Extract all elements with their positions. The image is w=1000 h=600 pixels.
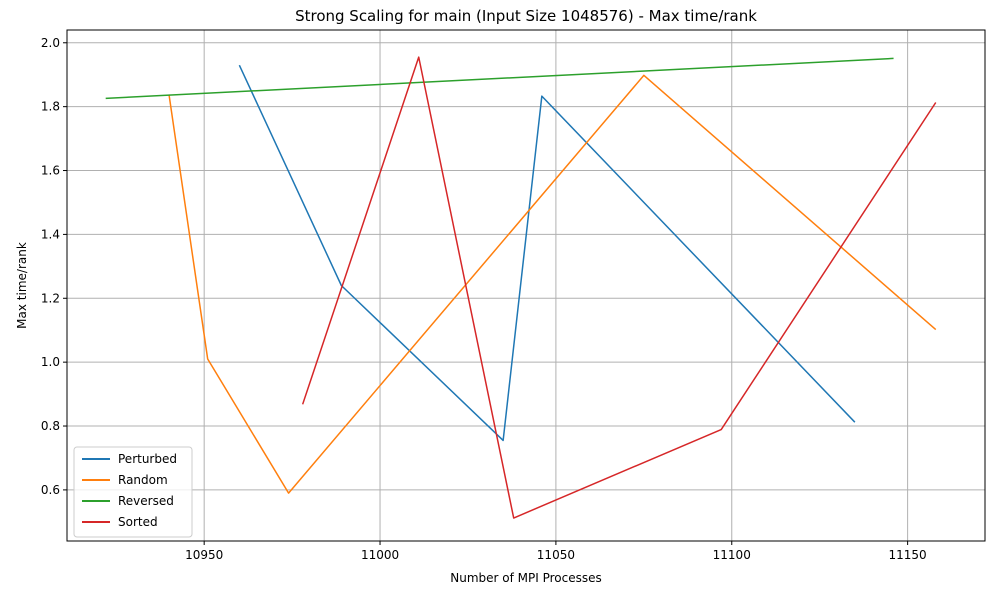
y-tick-label: 1.0: [41, 355, 60, 369]
series-line-random: [168, 74, 937, 494]
y-axis-title: Max time/rank: [15, 242, 29, 329]
series-lines: [105, 56, 937, 519]
legend-label: Sorted: [118, 515, 158, 529]
y-tick-label: 1.6: [41, 164, 60, 178]
y-tick-label: 2.0: [41, 36, 60, 50]
x-tick-label: 11050: [537, 548, 575, 562]
y-tick-label: 1.4: [41, 227, 60, 241]
legend-label: Reversed: [118, 494, 174, 508]
legend-label: Perturbed: [118, 452, 177, 466]
series-line-sorted: [301, 56, 937, 519]
legend: Perturbed Random Reversed Sorted: [73, 446, 193, 538]
series-line-perturbed: [238, 64, 856, 442]
x-axis-title: Number of MPI Processes: [450, 571, 602, 585]
grid-lines: [67, 30, 985, 541]
x-tick-label: 11000: [361, 548, 399, 562]
plot-area-frame: [66, 29, 986, 542]
y-axis-ticks: 0.6 0.8 1.0 1.2 1.4 1.6 1.8 2.0: [41, 36, 67, 497]
legend-box: [73, 446, 193, 538]
y-tick-label: 0.6: [41, 483, 60, 497]
x-tick-label: 10950: [185, 548, 223, 562]
x-tick-label: 11100: [713, 548, 751, 562]
x-axis-ticks: 10950 11000 11050 11100 11150: [185, 541, 927, 562]
y-tick-label: 1.2: [41, 291, 60, 305]
series-line-reversed: [105, 57, 894, 100]
legend-label: Random: [118, 473, 168, 487]
y-tick-label: 1.8: [41, 100, 60, 114]
y-tick-label: 0.8: [41, 419, 60, 433]
x-tick-label: 11150: [889, 548, 927, 562]
chart-title: Strong Scaling for main (Input Size 1048…: [295, 7, 757, 25]
